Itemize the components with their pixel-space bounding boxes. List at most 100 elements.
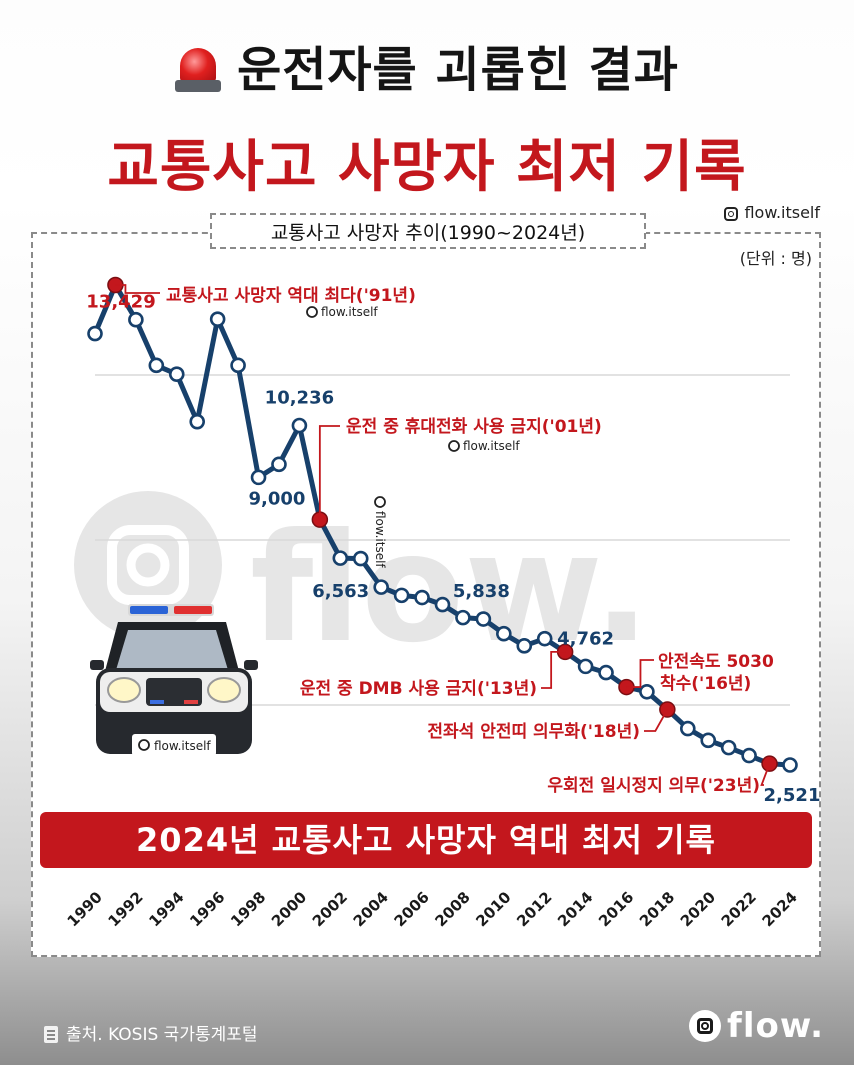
event-2001: 운전 중 휴대전화 사용 금지('01년) (318, 416, 602, 520)
police-car-icon: flow.itself (90, 604, 258, 756)
data-point-2003 (352, 550, 369, 567)
chart-watermark-icon-0 (306, 306, 318, 318)
data-point-1992 (128, 311, 144, 328)
event-1991: 교통사고 사망자 역대 최다('91년) (115, 284, 416, 306)
x-tick-label-2008: 2008 (432, 888, 474, 930)
instagram-icon (724, 207, 739, 221)
title-line-1: 운전자를 괴롭힌 결과 (0, 30, 854, 100)
data-point-2010 (496, 625, 512, 642)
event-2013: 운전 중 DMB 사용 금지('13년) (300, 650, 566, 699)
event-annotations: 교통사고 사망자 역대 최다('91년) 운전 중 휴대전화 사용 금지('01년… (115, 284, 774, 796)
data-point-2006 (414, 589, 430, 606)
data-point-2021 (720, 739, 737, 756)
data-point-2014 (577, 658, 594, 675)
value-label-1990: 13,429 (86, 292, 155, 313)
x-axis: 1990199219941996199820002002200420062008… (64, 888, 801, 930)
data-point-2008 (455, 609, 471, 626)
event-label-2013: 운전 중 DMB 사용 금지('13년) (300, 679, 537, 699)
x-tick-label-1992: 1992 (104, 888, 146, 930)
event-label-2018: 전좌석 안전띠 의무화('18년) (427, 722, 640, 742)
x-tick-label-1998: 1998 (227, 888, 269, 930)
title-line-2: 교통사고 사망자 최저 기록 (107, 135, 747, 200)
data-point-1995 (189, 413, 206, 430)
data-point-1999 (271, 456, 287, 473)
data-point-2012 (536, 630, 553, 647)
instagram-handle-text: flow.itself (744, 203, 820, 222)
x-tick-label-1996: 1996 (186, 888, 228, 930)
conclusion-banner: 2024년 교통사고 사망자 역대 최저 기록 (40, 812, 812, 868)
source-note: 출처. KOSIS 국가통계포털 (44, 1020, 258, 1045)
event-label-2023: 우회전 일시정지 의무('23년) (547, 776, 760, 796)
value-label-2009: 5,838 (453, 581, 510, 602)
data-point-1990 (87, 325, 103, 342)
chart-watermark-text-1: flow.itself (463, 439, 520, 453)
event-leader-2016 (626, 659, 654, 688)
x-tick-label-2010: 2010 (472, 888, 514, 930)
value-labels: 13,429 10,236 9,000 6,563 5,838 4,762 2,521 (86, 292, 820, 806)
chart-watermark-icon-vertical (374, 496, 386, 508)
series-points (87, 276, 798, 773)
chart-watermark-icon-1 (448, 440, 460, 452)
x-tick-label-2024: 2024 (759, 888, 801, 930)
data-point-1998 (250, 469, 267, 486)
event-leader-2013 (541, 650, 566, 689)
event-label-2016-line-1: 안전속도 5030 (658, 652, 774, 672)
value-label-1999: 9,000 (249, 488, 306, 509)
x-tick-label-2014: 2014 (554, 888, 596, 930)
data-point-2024 (782, 757, 798, 773)
car-watermark-text: flow.itself (154, 739, 211, 753)
value-label-2024: 2,521 (764, 785, 821, 806)
value-label-2000: 10,236 (265, 388, 334, 409)
data-point-2020 (700, 732, 717, 749)
event-leader-1991 (115, 284, 160, 294)
brand-text: flow. (727, 1006, 824, 1046)
document-icon (44, 1026, 58, 1043)
brand-instagram-icon (689, 1010, 722, 1042)
title-line-1-text: 운전자를 괴롭힌 결과 (237, 42, 679, 98)
data-point-2015 (598, 664, 614, 681)
data-point-1994 (168, 366, 185, 382)
data-point-2022 (741, 747, 757, 764)
x-tick-label-1994: 1994 (145, 888, 187, 930)
unit-label: (단위 : 명) (739, 249, 812, 268)
event-leader-2023 (760, 763, 771, 786)
svg-text:flow.: flow. (250, 502, 650, 676)
instagram-handle: flow.itself (724, 203, 820, 222)
data-point-1997 (230, 357, 246, 374)
event-label-2001: 운전 중 휴대전화 사용 금지('01년) (346, 416, 602, 437)
x-tick-label-2002: 2002 (309, 888, 351, 930)
event-label-2016-line-2: 착수('16년) (660, 674, 751, 694)
x-tick-label-2022: 2022 (718, 888, 760, 930)
x-tick-label-2016: 2016 (595, 888, 637, 930)
data-point-2011 (516, 638, 533, 654)
event-2023: 우회전 일시정지 의무('23년) (547, 763, 771, 796)
chart-watermark-text-vertical: flow.itself (373, 511, 387, 568)
chart-title: 교통사고 사망자 추이(1990~2024년) (210, 213, 646, 249)
x-tick-label-2000: 2000 (268, 888, 310, 930)
value-label-2014: 4,762 (557, 628, 614, 649)
source-text: 출처. KOSIS 국가통계포털 (66, 1025, 258, 1045)
event-leader-2018 (644, 709, 669, 732)
data-point-2019 (679, 720, 696, 737)
background-watermark: flow. (74, 491, 650, 676)
data-point-2000 (291, 417, 308, 434)
event-label-1991: 교통사고 사망자 역대 최다('91년) (166, 286, 416, 306)
chart-watermark-vertical: flow.itself (373, 496, 387, 568)
x-tick-label-2004: 2004 (350, 888, 392, 930)
x-tick-label-1990: 1990 (64, 888, 106, 930)
event-2016: 안전속도 5030 착수('16년) (626, 652, 774, 694)
data-point-2004 (373, 579, 389, 595)
brand-logo: flow. (689, 1006, 824, 1046)
chart-watermarks: flow.itself flow.itself flow.itself (306, 305, 520, 568)
data-point-2017 (639, 683, 655, 700)
chart-watermark-0: flow.itself (306, 305, 378, 319)
data-point-2002 (332, 550, 349, 566)
chart-watermark-text-0: flow.itself (321, 305, 378, 319)
event-2018: 전좌석 안전띠 의무화('18년) (427, 709, 669, 742)
chart-watermark-1: flow.itself (448, 439, 520, 453)
x-tick-label-2012: 2012 (513, 888, 555, 930)
data-point-2009 (475, 611, 492, 627)
x-tick-label-2006: 2006 (391, 888, 433, 930)
value-label-2004: 6,563 (312, 581, 369, 602)
